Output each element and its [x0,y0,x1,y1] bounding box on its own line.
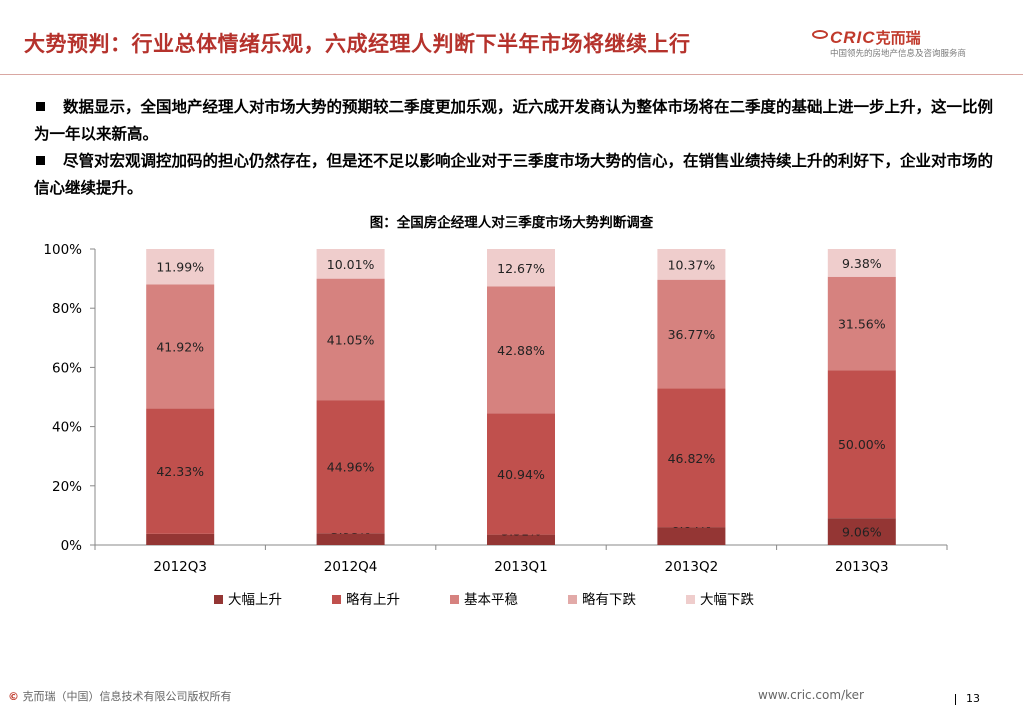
bar-segment [487,249,555,287]
x-tick-label: 2013Q3 [835,559,889,575]
data-label: 10.01% [327,257,375,272]
y-tick-label: 40% [52,420,82,436]
logo-tagline: 中国领先的房地产信息及咨询服务商 [830,49,967,59]
bar-segment [316,400,385,534]
bar-segment [146,533,215,545]
bar-segment [657,388,726,528]
y-tick-label: 60% [52,360,82,376]
legend-label: 略有下跌 [582,592,636,608]
data-label: 44.96% [327,460,375,475]
x-tick-label: 2013Q2 [665,559,719,575]
bar-segment [146,284,215,409]
logo-wordmark: CRIC克而瑞 [830,28,921,47]
chart-title: 图：全国房企经理人对三季度市场大势判断调查 [369,215,654,231]
bar-segment [487,286,555,414]
legend-label: 大幅下跌 [700,592,754,608]
y-tick-label: 20% [52,479,82,495]
page-divider [955,693,956,705]
bullet-item: 尽管对宏观调控加码的担心仍然存在，但是还不足以影响企业对于三季度市场大势的信心，… [34,152,994,197]
bar-segment [657,279,726,389]
bar-segment [316,278,385,401]
data-label: 9.06% [842,525,882,540]
legend-label: 基本平稳 [464,591,518,608]
footer-copyright: © 克而瑞（中国）信息技术有限公司版权所有 [8,690,232,703]
page-title: 大势预判：行业总体情绪乐观，六成经理人判断下半年市场将继续上行 [24,32,691,56]
bar-segment [146,249,215,285]
bar-segment [146,408,215,534]
legend-swatch [686,595,695,604]
x-tick-label: 2012Q4 [324,559,378,575]
legend-swatch [450,595,459,604]
cric-logo: CRIC克而瑞 中国领先的房地产信息及咨询服务商 [812,24,988,62]
bar-segment [487,534,555,545]
data-label: 10.37% [668,257,716,272]
legend-swatch [332,595,341,604]
legend-swatch [214,595,223,604]
data-label: 9.38% [842,256,882,271]
bullet-list: 数据显示，全国地产经理人对市场大势的预期较二季度更加乐观，近六成开发商认为整体市… [34,94,994,202]
bar-segment [657,249,726,280]
data-label: 12.67% [497,261,545,276]
title-divider [0,74,1023,75]
copyright-icon: © [8,690,19,703]
bar-segment [316,533,385,545]
data-label: 36.77% [668,327,716,342]
x-tick-label: 2012Q3 [153,559,207,575]
bar-segment [827,249,896,277]
bar-segment [827,276,896,371]
bullet-item: 数据显示，全国地产经理人对市场大势的预期较二季度更加乐观，近六成开发商认为整体市… [34,98,994,143]
data-label: 31.56% [838,316,886,331]
bar-segment [316,249,385,279]
legend-label: 略有上升 [346,592,400,608]
data-label: 46.82% [668,451,716,466]
eye-logo-icon [812,30,828,39]
square-bullet-icon [36,156,45,165]
data-label: 40.94% [497,467,545,482]
y-tick-label: 0% [61,538,83,554]
legend-label: 大幅上升 [228,592,282,608]
data-label: 41.05% [327,332,375,347]
data-label: 42.88% [497,343,545,358]
bar-segment [487,413,555,535]
data-label: 42.33% [156,464,204,479]
square-bullet-icon [36,102,45,111]
x-tick-label: 2013Q1 [494,559,548,575]
legend-swatch [568,595,577,604]
footer-url: www.cric.com/ker [758,688,864,702]
data-label: 50.00% [838,437,886,452]
data-label: 41.92% [156,340,204,355]
data-label: 11.99% [156,260,204,275]
bar-segment [827,518,896,545]
y-tick-label: 80% [52,301,82,317]
page-number: 13 [955,692,980,705]
bar-segment [827,370,896,519]
bar-segment [657,527,726,545]
y-tick-label: 100% [43,242,82,258]
